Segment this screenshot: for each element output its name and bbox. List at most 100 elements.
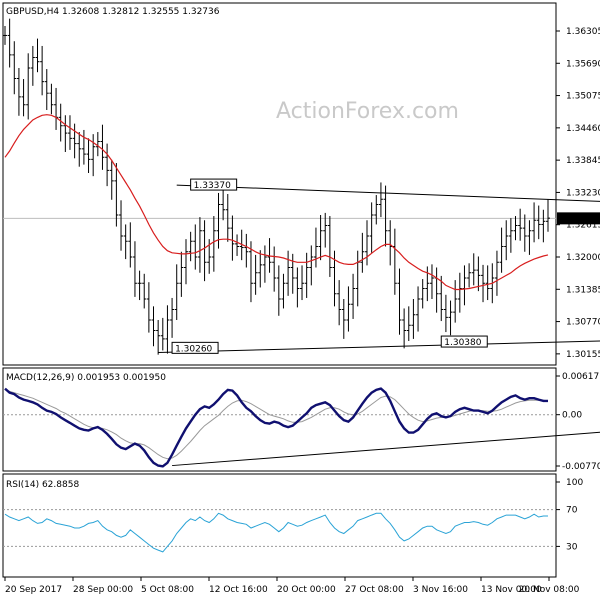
price-bar bbox=[63, 115, 68, 152]
price-bar bbox=[137, 270, 142, 301]
price-bar bbox=[258, 250, 263, 288]
price-bar bbox=[7, 18, 12, 68]
watermark: ActionForex.com bbox=[276, 99, 459, 124]
macd-line bbox=[4, 387, 548, 468]
rsi-group bbox=[3, 509, 556, 553]
price-bar bbox=[3, 26, 7, 45]
price-annotation: 1.33370 bbox=[190, 178, 238, 191]
price-bar bbox=[536, 205, 541, 240]
macd-title: MACD(12,26,9) 0.001953 0.001950 bbox=[6, 373, 166, 383]
price-bar bbox=[532, 202, 537, 243]
price-bar bbox=[485, 265, 490, 301]
price-bar bbox=[360, 232, 365, 273]
price-bar bbox=[300, 265, 305, 301]
price-bar bbox=[244, 233, 249, 268]
x-axis-label: 3 Nov 16:00 bbox=[413, 585, 468, 595]
price-annotation: 1.30260 bbox=[171, 341, 219, 354]
price-bar bbox=[304, 252, 309, 298]
price-bar bbox=[406, 306, 411, 341]
price-axis-label: 1.34460 bbox=[566, 124, 600, 134]
macd-trendline bbox=[172, 431, 600, 467]
macd-axis-label: 0.006177 bbox=[562, 372, 600, 382]
price-bar bbox=[49, 83, 54, 115]
rsi-axis-label: 30 bbox=[566, 542, 578, 552]
price-bar bbox=[165, 305, 170, 354]
price-bar bbox=[323, 212, 328, 248]
price-bar bbox=[30, 45, 35, 86]
price-bar bbox=[397, 268, 402, 335]
price-bar bbox=[448, 300, 453, 336]
price-bar bbox=[100, 124, 105, 170]
x-axis-label: 12 Oct 16:00 bbox=[209, 585, 268, 595]
price-bar bbox=[193, 224, 198, 270]
price-bar bbox=[105, 143, 110, 187]
price-group: 1.33370 1.30260 1.30380 bbox=[3, 18, 600, 355]
current-price-tag bbox=[557, 212, 600, 225]
x-axis-label: 13 Nov 00:00 bbox=[481, 585, 542, 595]
price-bar bbox=[309, 245, 314, 286]
price-bar bbox=[142, 273, 147, 309]
price-bar bbox=[132, 241, 137, 297]
price-bar bbox=[443, 294, 448, 333]
price-bar bbox=[402, 308, 407, 349]
price-bar bbox=[26, 53, 31, 120]
price-bar bbox=[202, 220, 207, 282]
price-bar bbox=[522, 214, 527, 252]
price-bar bbox=[411, 299, 416, 339]
price-bar bbox=[337, 280, 342, 326]
macd-axis-label: 0.00 bbox=[562, 411, 582, 421]
trendline-upper bbox=[176, 184, 600, 202]
price-bar bbox=[12, 41, 17, 95]
price-bar bbox=[383, 185, 388, 247]
price-bar bbox=[281, 273, 286, 309]
price-bar bbox=[221, 185, 226, 221]
price-bar bbox=[95, 132, 100, 157]
rsi-title: RSI(14) 62.8858 bbox=[6, 480, 79, 490]
moving-average-line bbox=[4, 114, 549, 291]
x-axis-label: 20 Oct 00:00 bbox=[277, 585, 336, 595]
price-bar bbox=[439, 275, 444, 322]
price-axis-label: 1.33845 bbox=[566, 156, 600, 166]
price-axis-label: 1.31385 bbox=[566, 285, 600, 295]
price-annotation-label: 1.33370 bbox=[194, 181, 231, 191]
price-bar bbox=[457, 272, 462, 313]
current-price-tag-label: 1.32736 bbox=[562, 214, 599, 224]
price-bar bbox=[114, 163, 119, 227]
trendline-lower bbox=[158, 340, 600, 354]
price-bar bbox=[170, 297, 175, 338]
price-bar bbox=[40, 45, 45, 96]
price-axis-label: 1.33230 bbox=[566, 188, 600, 198]
x-axis-label: 20 Nov 08:00 bbox=[519, 585, 580, 595]
price-annotation-label: 1.30380 bbox=[444, 338, 481, 348]
price-bar bbox=[527, 220, 532, 255]
x-axis-label: 20 Sep 2017 bbox=[5, 585, 62, 595]
price-bar bbox=[160, 317, 165, 351]
price-panel-frame bbox=[2, 2, 557, 366]
price-title: GBPUSD,H4 1.32608 1.32812 1.32555 1.3273… bbox=[6, 7, 220, 17]
price-bar bbox=[471, 253, 476, 286]
x-axis-label: 28 Sep 00:00 bbox=[73, 585, 133, 595]
macd-axis-label: -0.007704 bbox=[562, 462, 600, 472]
price-bar bbox=[21, 79, 26, 117]
price-bar bbox=[365, 220, 369, 266]
price-bar bbox=[67, 115, 72, 150]
price-bar bbox=[253, 254, 258, 295]
price-bar bbox=[351, 273, 356, 319]
price-bar bbox=[16, 68, 21, 116]
price-bar bbox=[72, 123, 77, 159]
price-bar bbox=[481, 264, 486, 303]
price-axis-label: 1.30155 bbox=[566, 350, 600, 360]
price-bar bbox=[420, 279, 425, 309]
price-bar bbox=[476, 256, 481, 292]
price-bar bbox=[128, 222, 133, 268]
x-axis-label: 5 Oct 08:00 bbox=[141, 585, 194, 595]
price-bar bbox=[197, 217, 202, 273]
rsi-axis-label: 70 bbox=[566, 506, 578, 516]
price-bar bbox=[508, 218, 513, 253]
price-annotation-box bbox=[190, 178, 238, 191]
price-bar bbox=[272, 246, 277, 292]
price-bar bbox=[179, 251, 184, 297]
price-bar bbox=[546, 199, 550, 232]
price-bar bbox=[467, 263, 472, 288]
price-bar bbox=[378, 182, 383, 218]
